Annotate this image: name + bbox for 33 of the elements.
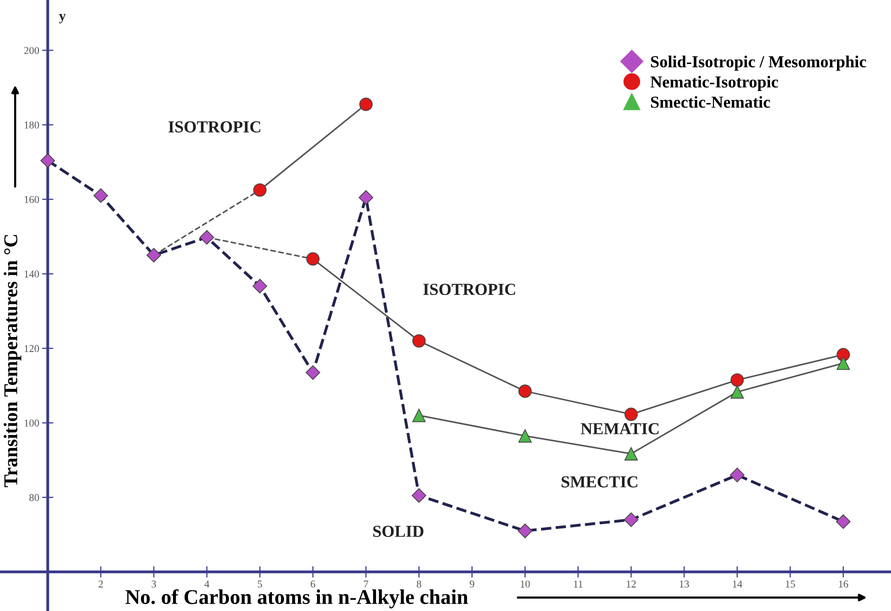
x-tick-label: 11 (574, 580, 582, 588)
annotation: NEMATIC (580, 423, 659, 434)
x-tick-label: 10 (520, 580, 530, 588)
annotation: SMECTIC (562, 476, 638, 488)
x-tick-label: 5 (258, 580, 262, 588)
x-tick-label: 3 (152, 580, 156, 588)
y-axis-title: Transition Temperatures in °C (4, 234, 22, 488)
legend-label: Nematic-Isotropic (650, 76, 778, 91)
legend-label: Solid-Isotropic / Mesomorphic (651, 56, 866, 71)
x-axis-title: No. of Carbon atoms in n-Alkyle chain (126, 589, 468, 608)
y-tick-label: 200 (24, 46, 39, 54)
x-tick-label: 15 (786, 580, 796, 588)
x-tick-label: 4 (204, 580, 210, 588)
y-tick-label: 120 (24, 345, 39, 352)
x-tick-label: 16 (838, 580, 848, 588)
annotation: ISOTROPIC (423, 284, 516, 296)
x-tick-label: 8 (416, 580, 422, 588)
y-tick-label: 140 (24, 270, 39, 278)
annotation: ISOTROPIC (168, 121, 260, 132)
x-tick-label: 12 (626, 580, 636, 588)
x-tick-label: 2 (98, 580, 103, 588)
x-tick-label: 13 (680, 580, 689, 588)
y-tick-label: 100 (24, 420, 39, 427)
x-tick-label: 6 (310, 580, 316, 588)
annotation: y (59, 14, 66, 24)
x-tick-label: 7 (364, 580, 368, 588)
y-tick-label: 160 (24, 196, 39, 204)
annotation: SOLID (373, 526, 424, 537)
x-tick-label: 9 (470, 580, 474, 588)
x-tick-label: 14 (732, 580, 742, 588)
y-tick-label: 80 (29, 494, 39, 502)
y-tick-label: 180 (24, 121, 39, 129)
legend-label: Smectic-Nematic (651, 96, 770, 108)
